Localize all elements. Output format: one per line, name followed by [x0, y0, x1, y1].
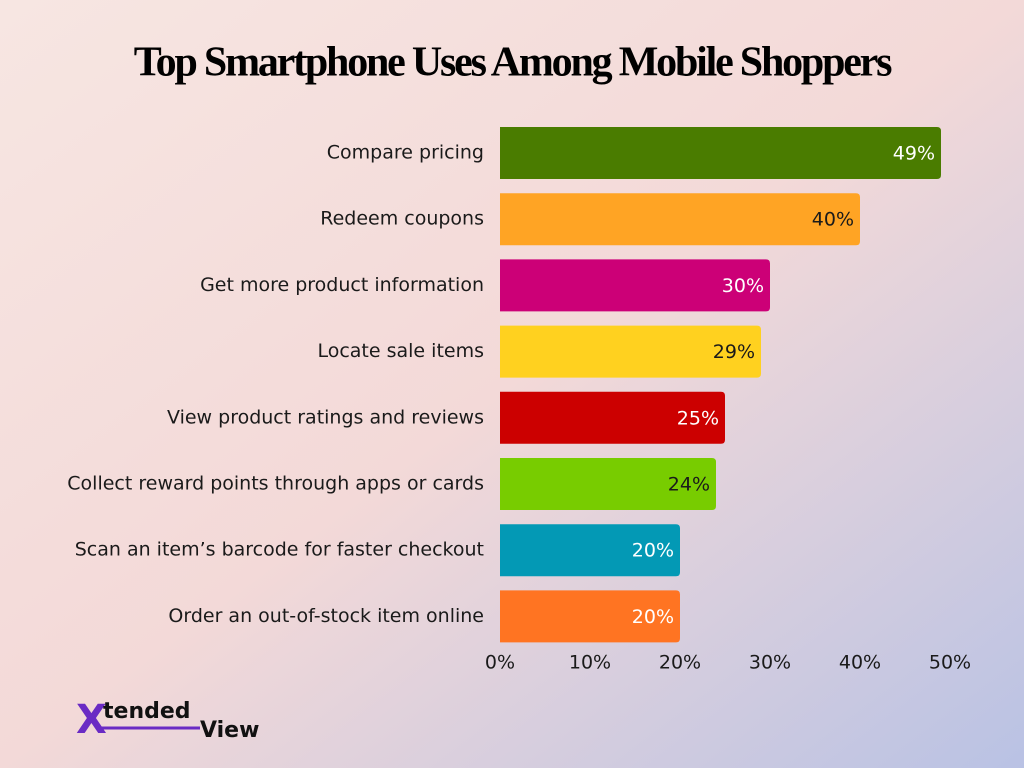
value-label: 30%: [722, 275, 764, 297]
category-label: Redeem coupons: [320, 208, 484, 230]
bar: [500, 458, 716, 510]
value-label: 40%: [812, 209, 854, 231]
category-label: View product ratings and reviews: [167, 406, 484, 428]
category-label: Order an out-of-stock item online: [168, 605, 484, 627]
value-label: 20%: [632, 540, 674, 562]
value-label: 20%: [632, 606, 674, 628]
logo: X tended View: [76, 697, 259, 743]
logo-word: View: [200, 718, 259, 743]
value-label: 24%: [668, 474, 710, 496]
x-tick-label: 30%: [749, 652, 791, 674]
value-label: 25%: [677, 407, 719, 429]
x-tick-label: 10%: [569, 652, 611, 674]
bar: [500, 127, 941, 179]
x-tick-label: 20%: [659, 652, 701, 674]
category-label: Compare pricing: [327, 142, 484, 164]
chart-title: Top Smartphone Uses Among Mobile Shopper…: [134, 40, 892, 86]
value-label: 29%: [713, 341, 755, 363]
bar: [500, 325, 761, 378]
bar: [500, 259, 770, 312]
category-label: Scan an item’s barcode for faster checko…: [75, 539, 484, 561]
bar: [500, 391, 725, 444]
x-tick-label: 0%: [485, 652, 515, 674]
bar: [500, 524, 680, 577]
category-label: Get more product information: [200, 274, 484, 296]
x-tick-label: 40%: [839, 652, 881, 674]
value-label: 49%: [893, 143, 935, 165]
logo-mark: X: [76, 697, 107, 743]
bar: [500, 193, 860, 246]
category-label: Collect reward points through apps or ca…: [67, 473, 484, 495]
category-label: Locate sale items: [317, 340, 484, 362]
x-tick-label: 50%: [929, 652, 971, 674]
bar: [500, 590, 680, 643]
logo-word: tended: [103, 699, 191, 724]
